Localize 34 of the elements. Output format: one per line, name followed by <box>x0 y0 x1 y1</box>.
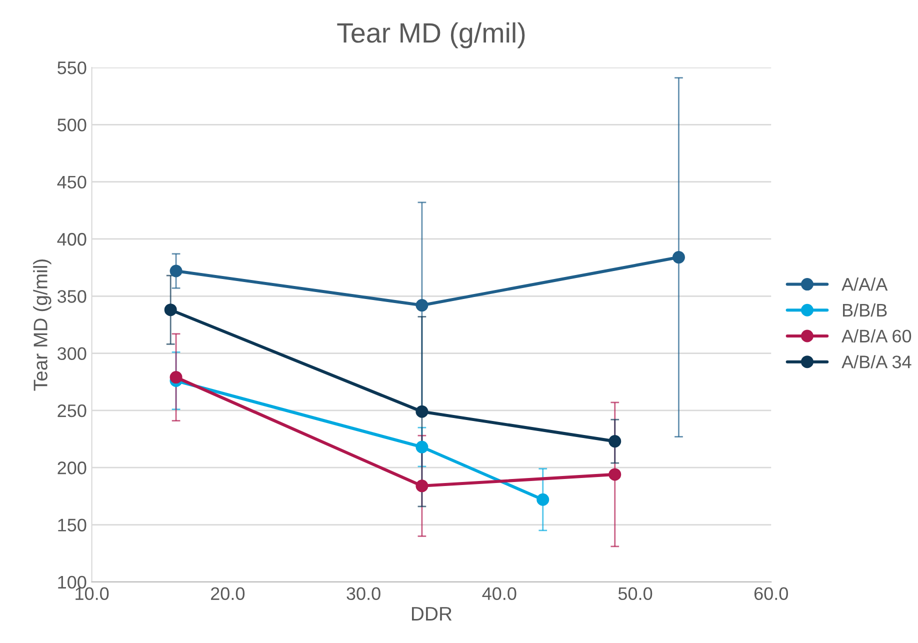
legend-label: A/B/A 60 <box>842 329 912 342</box>
y-tick-label: 550 <box>58 61 86 74</box>
point <box>608 468 622 481</box>
y-tick-label: 350 <box>58 290 86 303</box>
point <box>416 405 428 418</box>
y-tick-label: 300 <box>58 347 86 360</box>
point <box>416 480 428 492</box>
y-tick-label: 450 <box>57 176 86 189</box>
x-tick-label: 30.0 <box>346 587 380 600</box>
legend-label: A/B/A 34 <box>842 355 912 368</box>
x-tick-label: 40.0 <box>482 587 516 600</box>
y-tick-label: 200 <box>58 462 86 474</box>
chart-title: Tear MD (g/mil) <box>337 22 525 48</box>
x-axis-title: DDR <box>412 607 452 620</box>
y-tick-label: 400 <box>57 232 86 246</box>
x-tick-label: 50.0 <box>618 587 652 600</box>
point <box>536 493 550 506</box>
y-tick-label: 500 <box>58 118 86 132</box>
point <box>416 440 428 454</box>
x-tick-label: 60.0 <box>754 587 788 600</box>
y-tick-label: 250 <box>58 404 86 418</box>
legend-label: B/B/B <box>843 303 887 317</box>
point <box>608 435 622 448</box>
point <box>416 299 428 312</box>
y-axis-title: Tear MD (g/mil) <box>33 259 52 391</box>
x-tick-label: 20.0 <box>211 587 245 600</box>
point <box>170 371 182 384</box>
y-tick-label: 100 <box>58 576 86 589</box>
point <box>672 251 685 264</box>
x-tick-label: 10.0 <box>76 587 109 600</box>
legend-label: A/A/A <box>842 278 888 291</box>
point <box>170 264 182 278</box>
point <box>164 304 177 316</box>
y-tick-label: 150 <box>58 518 86 532</box>
